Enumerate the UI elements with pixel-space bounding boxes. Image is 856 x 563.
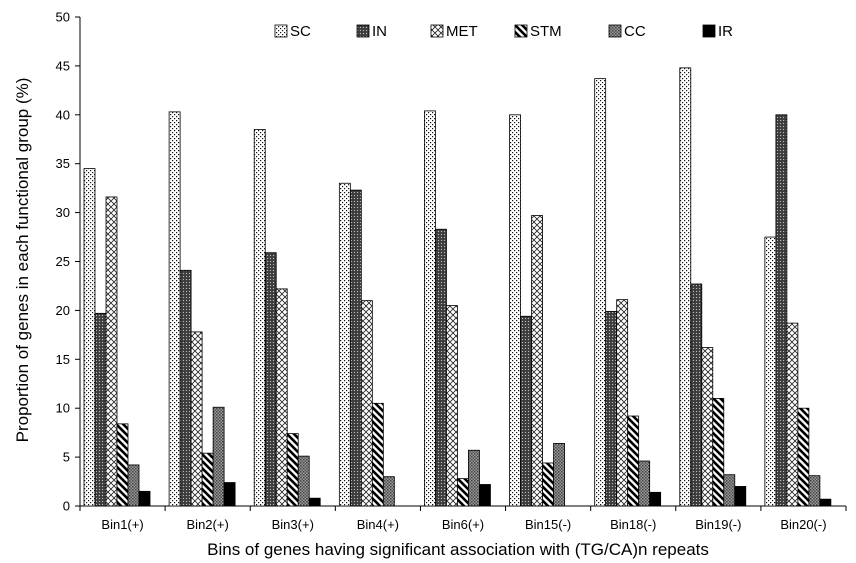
bar-in-bin15minus xyxy=(520,315,532,507)
bar-ir-bin18minus xyxy=(649,491,662,507)
bar-ir-bin20minus xyxy=(819,498,832,507)
legend-swatch-sc xyxy=(274,24,288,38)
bar-sc-bin19minus xyxy=(679,67,692,507)
legend-swatch-stm xyxy=(514,24,528,38)
bar-met-bin15minus xyxy=(531,215,543,507)
bar-ir-bin19minus xyxy=(734,486,747,507)
bar-stm-bin2plus xyxy=(201,452,214,507)
bar-cc-bin6plus xyxy=(468,449,480,507)
bar-sc-bin2plus xyxy=(168,111,181,507)
bar-sc-bin15minus xyxy=(509,114,521,507)
legend-label-met: MET xyxy=(446,23,478,40)
bar-cc-bin1plus xyxy=(127,464,140,507)
bar-ir-bin2plus xyxy=(223,482,236,507)
bar-sc-bin3plus xyxy=(253,129,266,507)
bar-in-bin3plus xyxy=(264,252,277,507)
bar-stm-bin6plus xyxy=(457,478,469,507)
bar-in-bin20minus xyxy=(775,114,788,507)
y-tick-label: 10 xyxy=(56,401,70,416)
bar-stm-bin18minus xyxy=(627,415,640,507)
bar-stm-bin19minus xyxy=(712,398,725,507)
bar-stm-bin3plus xyxy=(286,433,299,507)
legend-label-cc: CC xyxy=(624,23,646,40)
bar-stm-bin1plus xyxy=(116,423,129,507)
bar-sc-bin18minus xyxy=(594,78,607,507)
bar-met-bin2plus xyxy=(190,331,203,507)
x-tick-label: Bin2(+) xyxy=(187,517,229,532)
y-tick-label: 20 xyxy=(56,303,70,318)
y-axis-title: Proportion of genes in each functional g… xyxy=(13,78,32,443)
bar-met-bin20minus xyxy=(786,322,799,507)
x-tick-label: Bin18(-) xyxy=(610,517,656,532)
bar-sc-bin6plus xyxy=(424,110,436,507)
bar-cc-bin18minus xyxy=(638,460,651,507)
legend-label-ir: IR xyxy=(718,23,733,40)
bar-cc-bin15minus xyxy=(553,443,565,507)
y-tick-label: 45 xyxy=(56,58,70,73)
y-axis: 0 5 10 15 20 25 30 35 40 45 50 xyxy=(56,10,81,514)
legend-swatch-in xyxy=(356,24,370,38)
y-tick-label: 25 xyxy=(56,254,70,269)
bar-cc-bin20minus xyxy=(808,475,821,507)
bar-cc-bin2plus xyxy=(212,406,225,507)
bar-met-bin18minus xyxy=(616,299,629,507)
y-tick-label: 0 xyxy=(63,499,70,514)
bar-cc-bin4plus xyxy=(382,476,395,507)
y-tick-label: 50 xyxy=(56,10,70,25)
bar-in-bin1plus xyxy=(94,312,107,507)
bar-met-bin1plus xyxy=(105,196,118,507)
bar-stm-bin20minus xyxy=(797,407,810,507)
bars xyxy=(83,67,832,507)
x-tick-label: Bin3(+) xyxy=(272,517,314,532)
bar-sc-bin4plus xyxy=(338,182,351,507)
x-tick-label: Bin1(+) xyxy=(101,517,143,532)
bar-cc-bin3plus xyxy=(297,455,310,507)
bar-stm-bin15minus xyxy=(542,462,554,507)
bar-met-bin19minus xyxy=(701,347,714,507)
bar-in-bin2plus xyxy=(179,269,192,507)
legend-swatch-cc xyxy=(608,24,622,38)
y-tick-label: 35 xyxy=(56,156,70,171)
bar-ir-bin1plus xyxy=(138,490,151,507)
legend-swatch-ir xyxy=(702,24,716,38)
legend-swatch-met xyxy=(430,24,444,38)
x-tick-label: Bin4(+) xyxy=(357,517,399,532)
bar-met-bin6plus xyxy=(446,305,458,507)
bar-ir-bin3plus xyxy=(308,497,321,507)
x-axis-title: Bins of genes having significant associa… xyxy=(207,540,709,559)
bar-sc-bin1plus xyxy=(83,168,96,507)
y-tick-label: 40 xyxy=(56,107,70,122)
bar-in-bin6plus xyxy=(435,228,447,507)
legend-label-in: IN xyxy=(372,23,387,40)
bar-met-bin4plus xyxy=(360,300,373,507)
x-axis: Bin1(+) Bin2(+) Bin3(+) Bin4(+) Bin6(+) Bin15… xyxy=(79,505,847,532)
bar-met-bin3plus xyxy=(275,288,288,507)
bar-cc-bin19minus xyxy=(723,474,736,507)
bar-in-bin4plus xyxy=(349,189,362,507)
y-tick-label: 15 xyxy=(56,352,70,367)
y-tick-label: 5 xyxy=(63,450,70,465)
bar-in-bin19minus xyxy=(690,283,703,507)
legend-label-sc: SC xyxy=(290,23,311,40)
bar-stm-bin4plus xyxy=(371,402,384,507)
bar-in-bin18minus xyxy=(605,310,618,507)
legend: SC IN MET STM CC IR xyxy=(274,23,733,40)
x-tick-label: Bin15(-) xyxy=(525,517,571,532)
legend-label-stm: STM xyxy=(530,23,562,40)
y-tick-label: 30 xyxy=(56,205,70,220)
x-tick-label: Bin20(-) xyxy=(780,517,826,532)
x-tick-label: Bin6(+) xyxy=(442,517,484,532)
bar-ir-bin6plus xyxy=(479,484,491,507)
x-tick-label: Bin19(-) xyxy=(695,517,741,532)
bar-sc-bin20minus xyxy=(764,236,777,507)
